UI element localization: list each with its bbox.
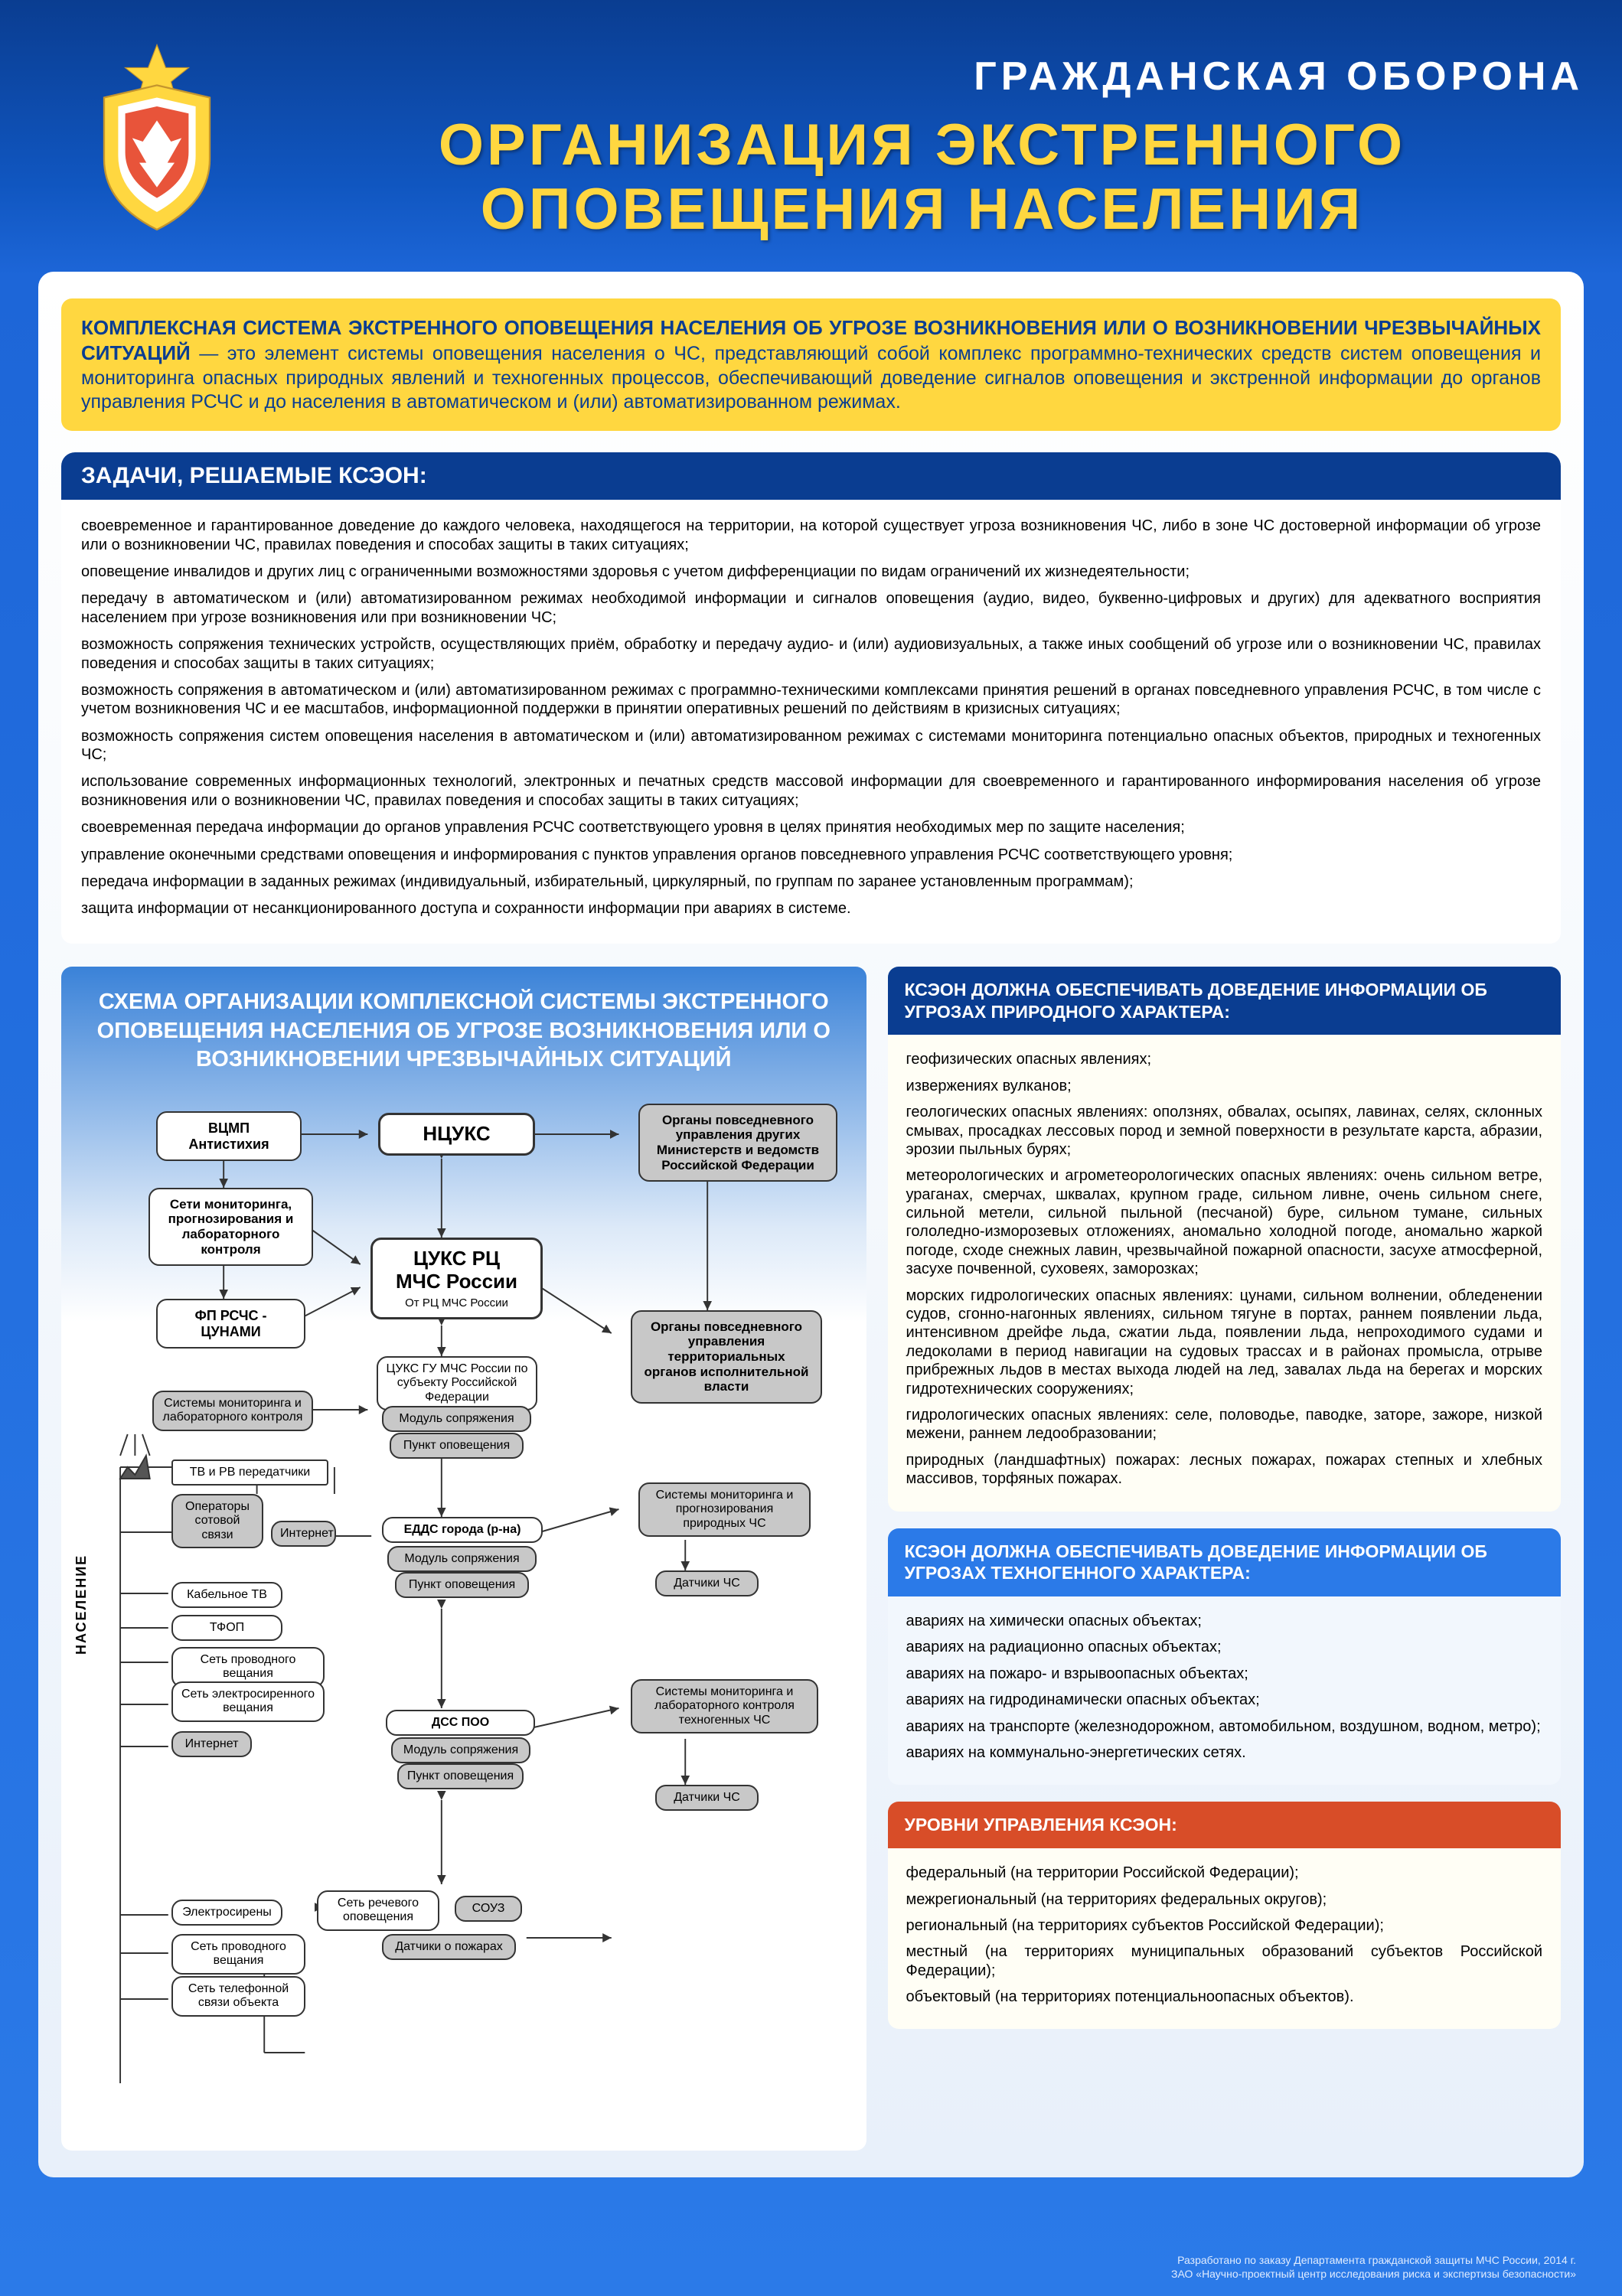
node-inet1: Интернет <box>271 1521 336 1547</box>
node-tv: ТВ и РВ передатчики <box>171 1459 328 1486</box>
node-tfop: ТФОП <box>171 1615 282 1641</box>
natural-panel: КСЭОН ДОЛЖНА ОБЕСПЕЧИВАТЬ ДОВЕДЕНИЕ ИНФО… <box>888 967 1561 1512</box>
diagram-title: СХЕМА ОРГАНИЗАЦИИ КОМПЛЕКСНОЙ СИСТЕМЫ ЭК… <box>80 988 848 1075</box>
subtitle: ГРАЖДАНСКАЯ ОБОРОНА <box>260 54 1584 99</box>
footer: Разработано по заказу Департамента гражд… <box>1171 2253 1576 2281</box>
node-edds: ЕДДС города (р-на) <box>382 1517 543 1543</box>
node-ministries: Органы повседневного управления других М… <box>638 1104 837 1182</box>
node-fp: ФП РСЧС -ЦУНАМИ <box>156 1299 305 1349</box>
node-po1: Пункт оповещения <box>390 1433 524 1459</box>
node-po2: Пункт оповещения <box>395 1572 529 1598</box>
node-inet2: Интернет <box>171 1731 252 1757</box>
node-speech: Сеть речевого оповещения <box>317 1890 439 1931</box>
node-vcmp: ВЦМПАнтистихия <box>156 1111 302 1161</box>
tech-panel: КСЭОН ДОЛЖНА ОБЕСПЕЧИВАТЬ ДОВЕДЕНИЕ ИНФО… <box>888 1528 1561 1786</box>
node-siren: Электросирены <box>171 1900 282 1926</box>
node-mod3: Модуль сопряжения <box>391 1737 530 1763</box>
intro-box: КОМПЛЕКСНАЯ СИСТЕМА ЭКСТРЕННОГО ОПОВЕЩЕН… <box>61 298 1561 431</box>
node-elec: Сеть электросиренного вещания <box>171 1681 325 1722</box>
node-mod2: Модуль сопряжения <box>387 1546 537 1572</box>
population-label: НАСЕЛЕНИЕ <box>73 1554 90 1655</box>
flowchart: ВЦМПАнтистихия НЦУКС Органы повседневног… <box>80 1104 848 2129</box>
node-techmon: Системы мониторинга и лабораторного конт… <box>631 1679 818 1733</box>
emblem-icon <box>69 34 245 249</box>
node-territory: Органы повседневного управления территор… <box>631 1310 822 1404</box>
node-mod1: Модуль сопряжения <box>382 1406 531 1432</box>
node-sensors1: Датчики ЧС <box>655 1570 759 1596</box>
node-sysmon: Системы мониторинга и лабораторного конт… <box>152 1391 313 1431</box>
node-po3: Пункт оповещения <box>397 1763 524 1789</box>
node-tel: Сеть телефонной связи объекта <box>171 1976 305 2017</box>
node-oper: Операторы сотовой связи <box>171 1494 263 1548</box>
node-ktv: Кабельное ТВ <box>171 1582 282 1608</box>
tasks-header: ЗАДАЧИ, РЕШАЕМЫЕ КСЭОН: <box>61 452 1561 500</box>
node-natmon: Системы мониторинга и прогнозирования пр… <box>638 1482 811 1537</box>
node-sensors2: Датчики ЧС <box>655 1785 759 1811</box>
node-monitoring: Сети мониторинга, прогнозирования и лабо… <box>148 1188 313 1266</box>
node-wire2: Сеть проводного вещания <box>171 1934 305 1975</box>
levels-panel: УРОВНИ УПРАВЛЕНИЯ КСЭОН: федеральный (на… <box>888 1802 1561 2029</box>
tasks-list: своевременное и гарантированное доведени… <box>61 500 1561 944</box>
node-dss: ДСС ПОО <box>386 1710 535 1736</box>
node-souz: СОУЗ <box>455 1896 522 1922</box>
main-title: ОРГАНИЗАЦИЯ ЭКСТРЕННОГООПОВЕЩЕНИЯ НАСЕЛЕ… <box>260 113 1584 241</box>
node-ncuks: НЦУКС <box>378 1113 535 1156</box>
node-guks: ЦУКС ГУ МЧС России по субъекту Российско… <box>377 1356 537 1411</box>
node-fire: Датчики о пожарах <box>382 1934 516 1960</box>
node-cuks: ЦУКС РЦМЧС РоссииОт РЦ МЧС России <box>370 1238 543 1319</box>
